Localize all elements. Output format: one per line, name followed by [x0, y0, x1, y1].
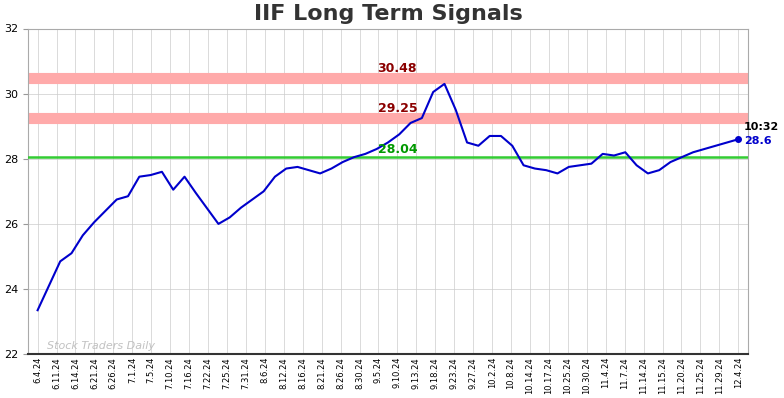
Text: 10:32: 10:32 [744, 122, 779, 132]
Text: Stock Traders Daily: Stock Traders Daily [47, 341, 155, 351]
Text: 28.04: 28.04 [378, 142, 417, 156]
Text: 28.6: 28.6 [744, 136, 771, 146]
Text: 29.25: 29.25 [378, 102, 417, 115]
Title: IIF Long Term Signals: IIF Long Term Signals [253, 4, 522, 24]
Text: 30.48: 30.48 [378, 62, 417, 75]
